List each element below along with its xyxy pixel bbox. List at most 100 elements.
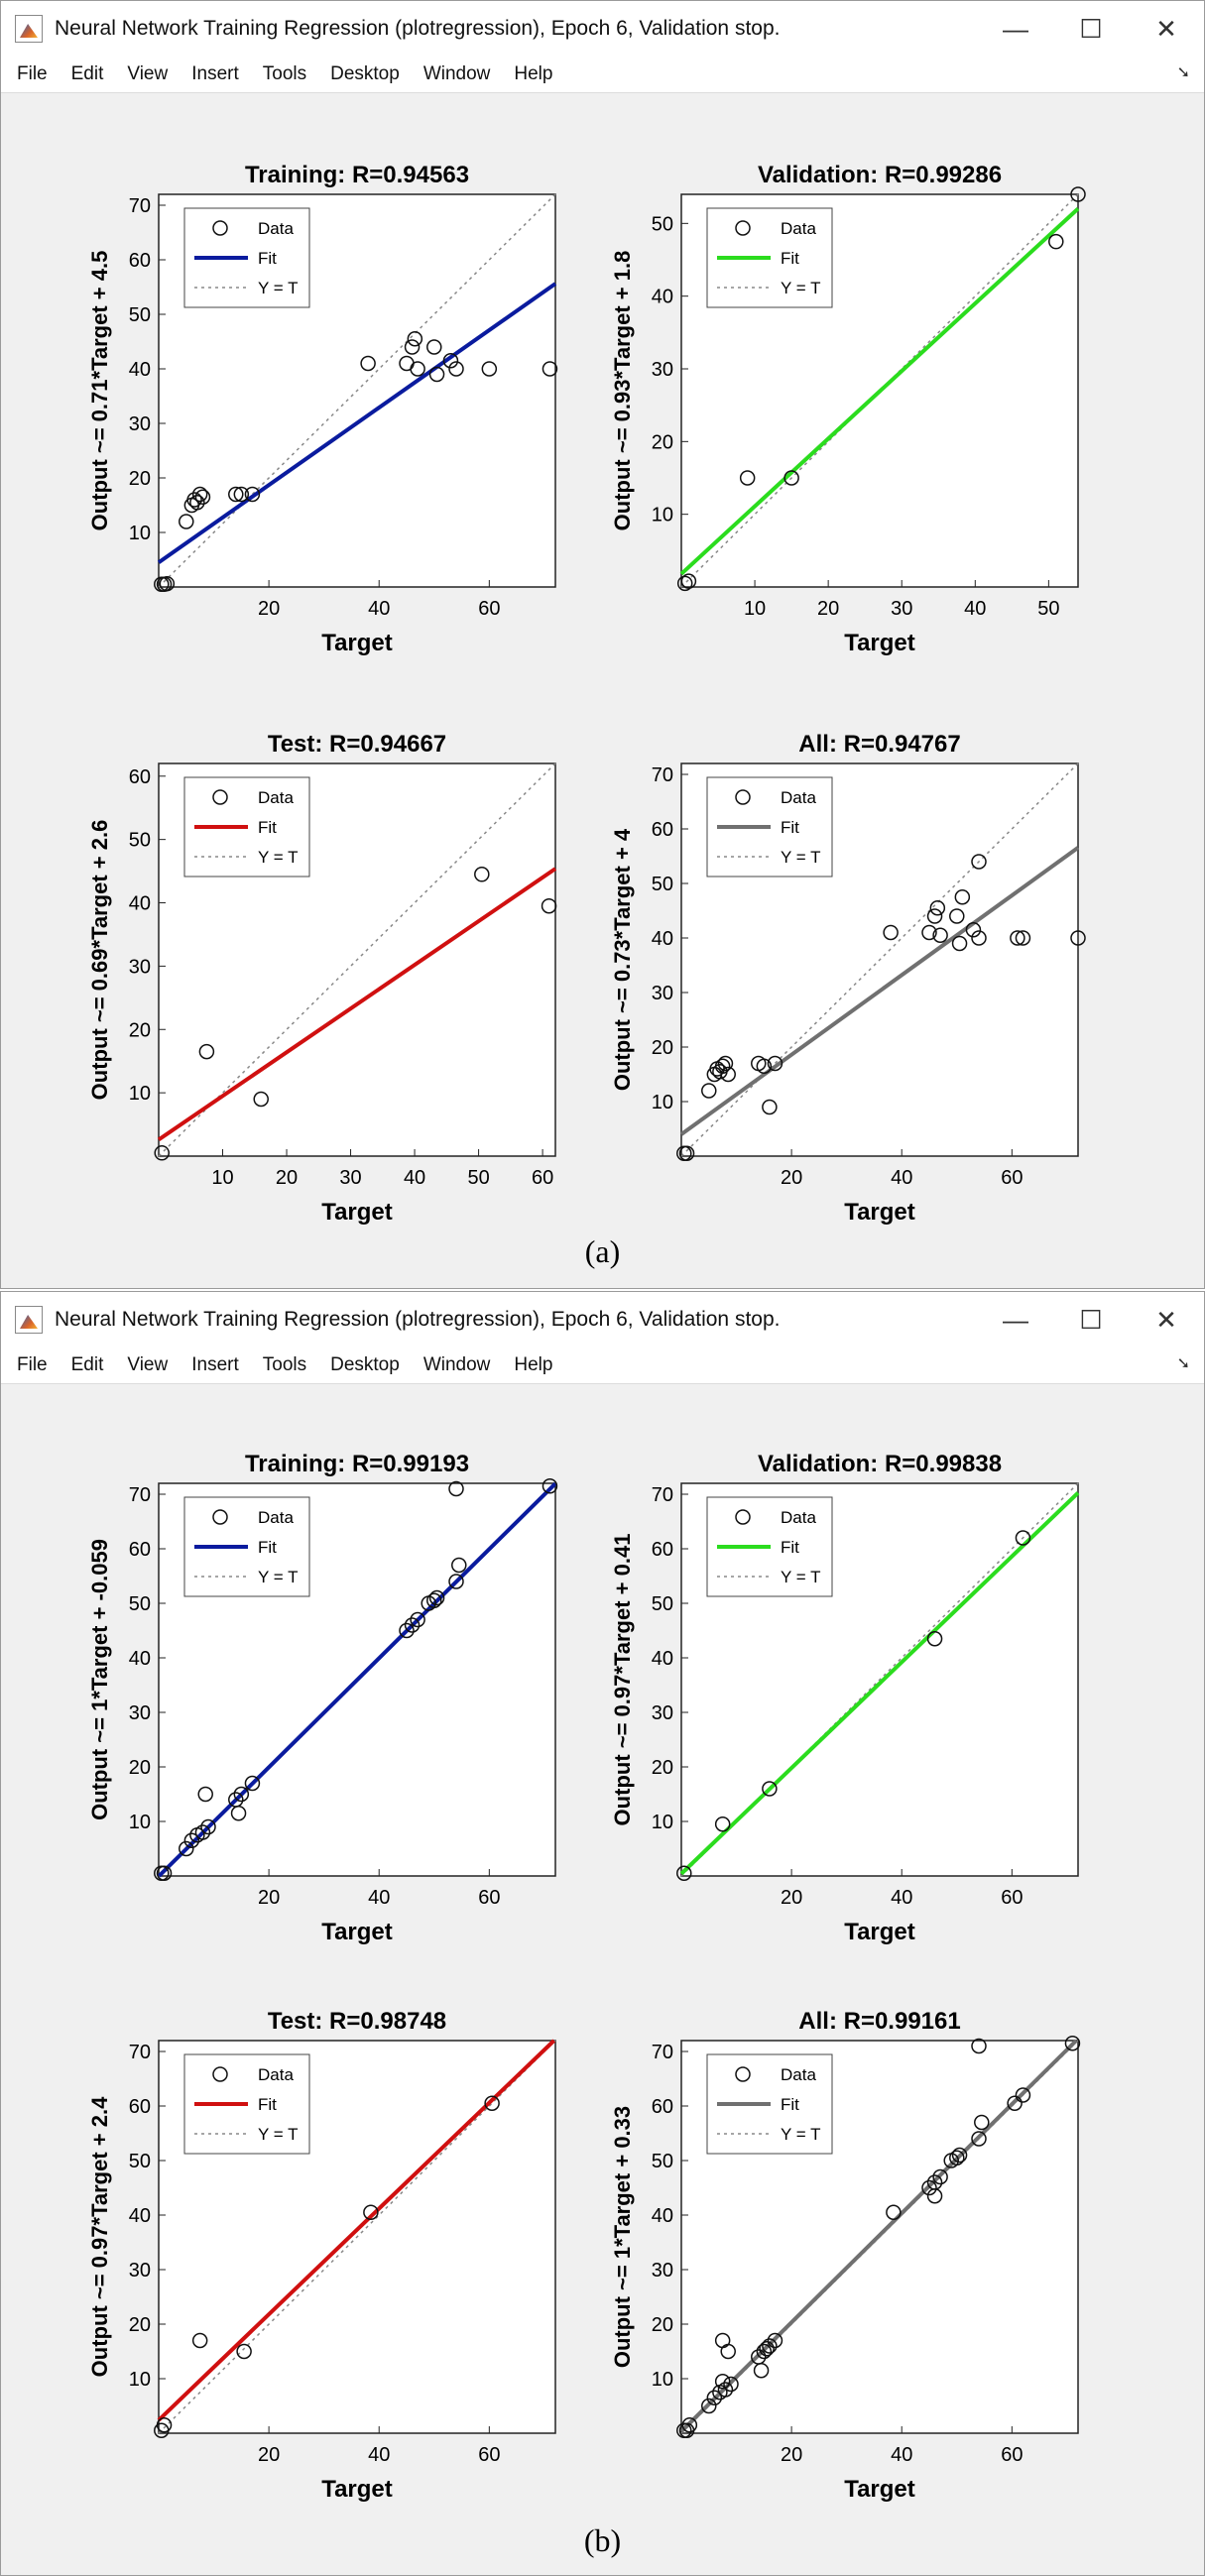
maximize-button[interactable]: ☐ (1079, 1304, 1103, 1335)
menu-file[interactable]: File (17, 63, 48, 84)
data-point (762, 1781, 778, 1797)
data-point (954, 889, 971, 905)
data-point (1015, 930, 1031, 946)
x-tick-label: 40 (891, 1887, 912, 1909)
y-tick-label: 40 (129, 893, 151, 915)
fit-line (679, 846, 1080, 1136)
data-point (681, 2417, 698, 2433)
y-tick-label: 70 (129, 1484, 151, 1506)
dock-arrow-icon[interactable]: ➘ (1176, 64, 1190, 81)
data-point (481, 361, 498, 377)
x-tick-label: 20 (781, 2444, 802, 2466)
data-point (191, 2332, 208, 2349)
menu-edit[interactable]: Edit (70, 63, 104, 84)
data-point (200, 1818, 216, 1835)
x-tick-label: 60 (532, 1167, 553, 1189)
x-tick-label: 20 (781, 1167, 802, 1189)
x-tick-label: 40 (368, 2444, 390, 2466)
data-point (680, 573, 697, 589)
data-point (154, 1145, 170, 1161)
data-point (428, 366, 445, 383)
menu-view[interactable]: View (127, 63, 169, 84)
data-point (759, 2341, 775, 2357)
title-bar: Neural Network Training Regression (plot… (1, 1292, 1204, 1347)
menu-desktop[interactable]: Desktop (330, 63, 400, 84)
data-point (156, 1865, 173, 1881)
x-tick-label: 20 (817, 598, 839, 620)
y-tick-label: 10 (652, 2369, 673, 2391)
data-point (921, 2179, 937, 2196)
menu-tools[interactable]: Tools (262, 63, 307, 84)
menu-insert[interactable]: Insert (191, 63, 239, 84)
legend-data-label: Data (258, 2065, 294, 2084)
fit-line (679, 207, 1080, 576)
menu-file[interactable]: File (17, 1354, 48, 1375)
y-axis-label: Output ~= 0.97*Target + 2.4 (87, 2096, 112, 2377)
data-point (753, 2363, 770, 2379)
data-point (233, 1786, 250, 1803)
menu-insert[interactable]: Insert (191, 1354, 239, 1375)
data-point (1007, 2095, 1023, 2111)
data-point (542, 1478, 558, 1494)
y-tick-label: 10 (129, 1083, 151, 1105)
legend-data-label: Data (258, 788, 294, 807)
data-point (1048, 233, 1064, 250)
menu-help[interactable]: Help (514, 1354, 553, 1375)
close-button[interactable]: ✕ (1155, 1304, 1177, 1335)
data-point (949, 908, 965, 924)
menu-window[interactable]: Window (422, 63, 491, 84)
data-point (714, 1058, 731, 1074)
legend-data-label: Data (781, 219, 816, 238)
data-point (197, 1786, 213, 1803)
plot-title: All: R=0.99161 (798, 2008, 960, 2035)
dock-arrow-icon[interactable]: ➘ (1176, 1355, 1190, 1372)
legend-data-marker (212, 789, 228, 805)
menu-tools[interactable]: Tools (262, 1354, 307, 1375)
fit-line (679, 1491, 1080, 1876)
legend-fit-label: Fit (258, 2095, 277, 2114)
menu-edit[interactable]: Edit (70, 1354, 104, 1375)
data-point (363, 2204, 379, 2220)
y-tick-label: 50 (652, 2151, 673, 2172)
identity-line (158, 193, 556, 588)
y-tick-label: 30 (129, 956, 151, 978)
data-point (1070, 930, 1086, 946)
y-axis-label: Output ~= 0.71*Target + 4.5 (87, 251, 112, 531)
data-point (179, 514, 194, 529)
x-tick-label: 40 (368, 598, 390, 620)
maximize-button[interactable]: ☐ (1079, 13, 1103, 44)
data-point (448, 1480, 464, 1497)
data-point (189, 495, 205, 511)
y-tick-label: 60 (129, 1539, 151, 1561)
minimize-button[interactable]: — (1003, 13, 1028, 44)
menu-window[interactable]: Window (422, 1354, 491, 1375)
y-tick-label: 20 (652, 2314, 673, 2336)
y-tick-label: 30 (652, 2260, 673, 2282)
x-tick-label: 40 (891, 2444, 912, 2466)
legend-fit-label: Fit (781, 1538, 799, 1557)
data-point (971, 2131, 987, 2147)
menu-desktop[interactable]: Desktop (330, 1354, 400, 1375)
legend-identity-label: Y = T (258, 279, 298, 297)
close-button[interactable]: ✕ (1155, 13, 1177, 44)
data-point (198, 1043, 215, 1060)
y-tick-label: 60 (652, 819, 673, 841)
data-point (714, 2374, 731, 2390)
legend-data-label: Data (781, 1508, 816, 1527)
fit-line (157, 282, 557, 564)
plot-title: All: R=0.94767 (798, 731, 960, 758)
y-tick-label: 30 (652, 983, 673, 1004)
data-point (951, 2147, 968, 2164)
x-axis-label: Target (321, 630, 393, 656)
menu-view[interactable]: View (127, 1354, 169, 1375)
x-tick-label: 30 (891, 598, 912, 620)
menu-help[interactable]: Help (514, 63, 553, 84)
y-tick-label: 40 (129, 1648, 151, 1670)
x-axis-label: Target (321, 1919, 393, 1945)
data-point (1015, 1530, 1031, 1546)
data-point (926, 1631, 943, 1647)
minimize-button[interactable]: — (1003, 1304, 1028, 1335)
y-tick-label: 60 (652, 1539, 673, 1561)
data-point (783, 470, 799, 486)
